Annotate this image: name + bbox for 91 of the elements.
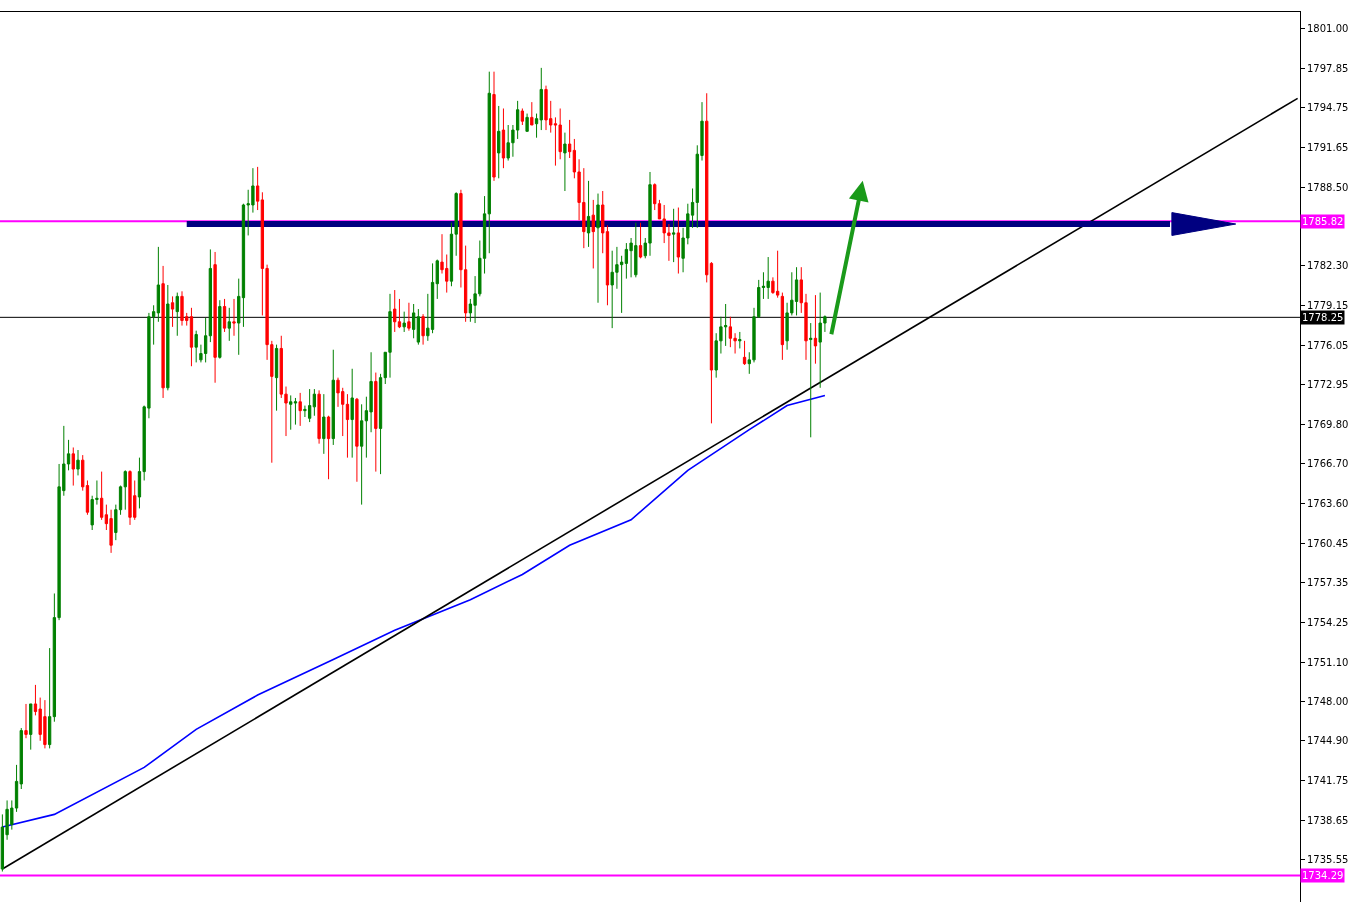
candlestick bbox=[298, 392, 302, 427]
candlestick bbox=[326, 415, 331, 480]
candlestick bbox=[596, 193, 600, 304]
candlestick bbox=[624, 242, 629, 280]
candlestick bbox=[676, 207, 681, 275]
candlestick bbox=[492, 71, 496, 182]
candlestick bbox=[71, 446, 75, 487]
candlestick bbox=[213, 251, 217, 384]
candlestick bbox=[421, 313, 425, 346]
candlestick bbox=[99, 471, 104, 521]
y-tick-label: 1782.30 bbox=[1307, 260, 1349, 272]
candlestick bbox=[766, 256, 770, 300]
candlestick bbox=[520, 107, 525, 126]
ref-line-label: 1734.29 bbox=[1302, 870, 1344, 881]
candlestick bbox=[671, 208, 676, 263]
y-tick-label: 1801.00 bbox=[1307, 23, 1349, 34]
candlestick bbox=[47, 647, 52, 749]
y-tick-label: 1735.55 bbox=[1307, 853, 1349, 865]
candlestick bbox=[794, 266, 799, 316]
candlestick bbox=[416, 308, 421, 346]
ref-line-label: 1778.25 bbox=[1302, 312, 1344, 323]
candlestick bbox=[208, 248, 213, 343]
candlestick bbox=[218, 299, 222, 360]
candlestick bbox=[76, 449, 80, 476]
candlestick bbox=[232, 298, 236, 337]
candlestick bbox=[156, 246, 161, 323]
candlestick bbox=[175, 292, 179, 337]
candlestick bbox=[312, 388, 317, 417]
y-tick-label: 1741.75 bbox=[1307, 775, 1349, 787]
candlestick bbox=[586, 180, 591, 248]
candlestick bbox=[525, 113, 529, 132]
candlestick bbox=[203, 317, 208, 363]
candlestick bbox=[170, 295, 175, 328]
candlestick bbox=[350, 368, 354, 459]
candlestick bbox=[322, 393, 326, 455]
y-tick-label: 1788.50 bbox=[1307, 181, 1349, 193]
y-tick-label: 1751.10 bbox=[1307, 656, 1349, 668]
y-tick-label: 1797.85 bbox=[1307, 63, 1349, 74]
y-tick-label: 1779.15 bbox=[1307, 300, 1349, 312]
candlestick bbox=[809, 322, 813, 438]
candlestick bbox=[374, 372, 378, 473]
candlestick bbox=[638, 222, 643, 259]
y-tick-label: 1754.25 bbox=[1307, 616, 1349, 628]
candlestick bbox=[501, 107, 506, 169]
y-tick-label: 1763.60 bbox=[1307, 497, 1349, 509]
y-tick-label: 1772.95 bbox=[1307, 379, 1349, 391]
candlestick bbox=[255, 166, 260, 211]
candlestick bbox=[402, 311, 406, 333]
y-tick-label: 1794.75 bbox=[1307, 102, 1349, 114]
candlestick bbox=[289, 394, 293, 431]
candlestick bbox=[161, 265, 165, 399]
candlestick bbox=[166, 284, 170, 391]
candlestick bbox=[359, 403, 364, 506]
y-tick-label: 1769.80 bbox=[1307, 419, 1349, 431]
y-tick-label: 1776.05 bbox=[1307, 339, 1349, 351]
candlestick bbox=[307, 388, 312, 423]
candlestick bbox=[407, 302, 411, 332]
candlestick bbox=[293, 397, 298, 426]
line-series bbox=[1, 394, 826, 828]
candlestick bbox=[813, 294, 818, 365]
candlestick bbox=[497, 105, 501, 179]
candlestick bbox=[563, 132, 567, 192]
candlestick bbox=[24, 703, 28, 739]
candlestick bbox=[738, 331, 742, 349]
y-tick-label: 1738.65 bbox=[1307, 814, 1349, 826]
candlestick bbox=[411, 303, 416, 339]
candlestick bbox=[355, 397, 359, 483]
candlestick bbox=[393, 289, 397, 333]
candlestick bbox=[123, 469, 127, 511]
y-tick-label: 1744.90 bbox=[1307, 735, 1349, 747]
candlestick bbox=[274, 344, 279, 412]
candlestick bbox=[775, 250, 780, 299]
candlestick bbox=[194, 330, 198, 363]
ref-line-label: 1785.82 bbox=[1302, 216, 1344, 227]
candlestick bbox=[742, 340, 747, 366]
candlestick bbox=[530, 101, 534, 126]
candlestick bbox=[222, 298, 227, 333]
y-tick-label: 1757.35 bbox=[1307, 577, 1349, 589]
candlestick bbox=[109, 509, 113, 554]
candlestick bbox=[331, 349, 335, 446]
y-tick-label: 1748.00 bbox=[1307, 695, 1349, 707]
candlestick bbox=[29, 703, 33, 751]
y-tick-label: 1766.70 bbox=[1307, 458, 1349, 470]
y-tick-label: 1760.45 bbox=[1307, 537, 1349, 549]
candlestick bbox=[567, 119, 572, 159]
candlestick bbox=[317, 389, 321, 445]
candlestick bbox=[227, 307, 231, 342]
candlestick bbox=[591, 199, 595, 269]
candlestick bbox=[189, 307, 194, 367]
y-tick-label: 1791.65 bbox=[1307, 141, 1349, 153]
candlestick bbox=[780, 292, 785, 361]
